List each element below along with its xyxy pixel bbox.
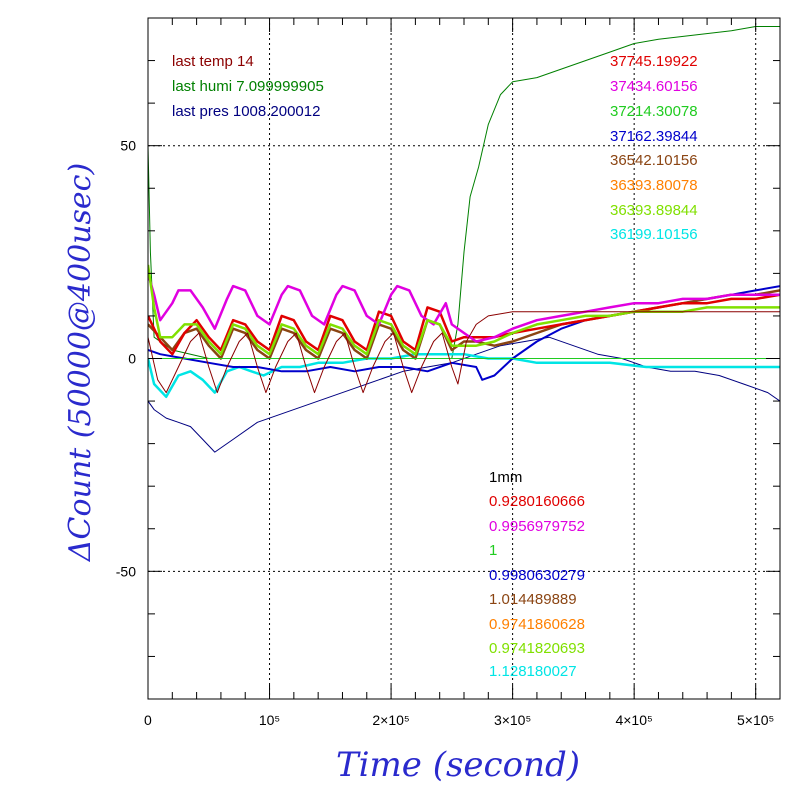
axis-ticks: 0 10⁵ 2×10⁵ 3×10⁵ 4×10⁵ 5×10⁵ -50 0 50 bbox=[116, 17, 781, 728]
factor-label: 0.9280160666 bbox=[489, 493, 585, 510]
series-line-6 bbox=[148, 273, 780, 343]
x-tick-label: 4×10⁵ bbox=[615, 712, 652, 728]
x-tick-label: 0 bbox=[144, 712, 152, 728]
count-label: 37214.30078 bbox=[610, 103, 698, 120]
series-line-7 bbox=[148, 264, 780, 356]
count-label: 36393.89844 bbox=[610, 202, 698, 219]
x-tick-label: 5×10⁵ bbox=[737, 712, 774, 728]
y-tick-label: -50 bbox=[116, 563, 136, 579]
count-label: 37434.60156 bbox=[610, 78, 698, 95]
factor-label: 0.9980630279 bbox=[489, 567, 585, 584]
count-label: 36542.10156 bbox=[610, 152, 698, 169]
x-axis-title: Time (second) bbox=[336, 745, 580, 785]
factor-label: 1.014489889 bbox=[489, 591, 577, 608]
count-label: 37745.19922 bbox=[610, 53, 698, 70]
last-temp-label: last temp 14 bbox=[172, 53, 254, 70]
factor-header: 1mm bbox=[489, 469, 522, 486]
factor-label: 1.128180027 bbox=[489, 663, 577, 680]
series-lines bbox=[148, 26, 780, 453]
series-line-9 bbox=[148, 311, 780, 394]
y-tick-label: 0 bbox=[128, 351, 136, 367]
factor-label: 1 bbox=[489, 542, 497, 559]
last-humi-label: last humi 7.099999905 bbox=[172, 78, 324, 95]
last-pres-label: last pres 1008.200012 bbox=[172, 103, 320, 120]
y-tick-label: 50 bbox=[120, 138, 136, 154]
factor-label: 0.9956979752 bbox=[489, 518, 585, 535]
count-label: 36393.80078 bbox=[610, 177, 698, 194]
factor-label-list: 1mm 0.9280160666 0.9956979752 1 0.998063… bbox=[489, 469, 585, 680]
count-label: 37162.39844 bbox=[610, 128, 698, 145]
count-label-list: 37745.19922 37434.60156 37214.30078 3716… bbox=[610, 53, 698, 243]
factor-label: 0.9741860628 bbox=[489, 616, 585, 633]
y-axis-title: ΔCount (50000@400usec) bbox=[63, 163, 98, 562]
count-label: 36199.10156 bbox=[610, 226, 698, 243]
series-line-2 bbox=[148, 352, 780, 399]
factor-label: 0.9741820693 bbox=[489, 640, 585, 657]
x-tick-label: 3×10⁵ bbox=[494, 712, 531, 728]
x-tick-label: 2×10⁵ bbox=[372, 712, 409, 728]
x-tick-label: 10⁵ bbox=[259, 712, 280, 728]
